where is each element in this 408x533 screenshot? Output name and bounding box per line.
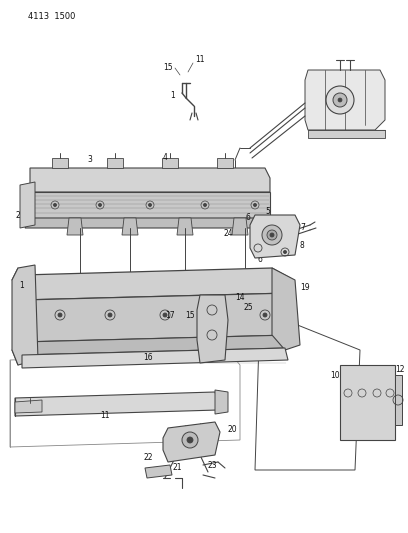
Polygon shape	[22, 293, 290, 342]
Circle shape	[53, 204, 56, 206]
Polygon shape	[22, 268, 290, 300]
Polygon shape	[107, 158, 123, 168]
Polygon shape	[67, 218, 83, 235]
Circle shape	[182, 432, 198, 448]
Polygon shape	[30, 192, 270, 218]
Circle shape	[262, 225, 282, 245]
Text: 14: 14	[235, 293, 245, 302]
Text: 3: 3	[88, 156, 93, 165]
Polygon shape	[25, 218, 270, 228]
Polygon shape	[177, 218, 193, 235]
Text: 1: 1	[171, 91, 175, 100]
Circle shape	[263, 313, 267, 317]
Text: 20: 20	[227, 425, 237, 434]
Polygon shape	[250, 215, 300, 258]
Circle shape	[187, 437, 193, 443]
Circle shape	[333, 93, 347, 107]
Text: 10: 10	[330, 370, 340, 379]
Circle shape	[204, 204, 206, 206]
Text: 18: 18	[213, 309, 223, 318]
Text: 15: 15	[185, 311, 195, 319]
Text: 22: 22	[143, 454, 153, 463]
Text: 4: 4	[162, 152, 167, 161]
Circle shape	[326, 86, 354, 114]
Circle shape	[267, 230, 277, 240]
Polygon shape	[20, 182, 35, 228]
Polygon shape	[52, 158, 68, 168]
Polygon shape	[395, 375, 402, 425]
Circle shape	[270, 233, 274, 237]
Text: 1: 1	[20, 280, 24, 289]
Polygon shape	[197, 295, 228, 363]
Polygon shape	[30, 168, 270, 192]
Polygon shape	[305, 70, 385, 130]
Text: 6: 6	[246, 214, 251, 222]
Polygon shape	[340, 365, 395, 440]
Circle shape	[58, 313, 62, 317]
Text: 21: 21	[172, 464, 182, 472]
Text: 16: 16	[143, 353, 153, 362]
Text: 24: 24	[223, 229, 233, 238]
Text: 8: 8	[299, 240, 304, 249]
Polygon shape	[272, 268, 300, 350]
Circle shape	[253, 204, 257, 206]
Polygon shape	[15, 392, 218, 416]
Text: 5: 5	[266, 207, 271, 216]
Text: 7: 7	[301, 223, 306, 232]
Text: 11: 11	[195, 55, 205, 64]
Text: 25: 25	[243, 303, 253, 311]
Text: 6: 6	[257, 255, 262, 264]
Polygon shape	[162, 158, 178, 168]
Polygon shape	[12, 265, 38, 365]
Circle shape	[284, 251, 286, 254]
Circle shape	[218, 313, 222, 317]
Polygon shape	[15, 400, 42, 413]
Text: 17: 17	[165, 311, 175, 319]
Text: 9: 9	[257, 221, 262, 230]
Circle shape	[108, 313, 112, 317]
Polygon shape	[232, 218, 248, 235]
Text: 15: 15	[163, 63, 173, 72]
Circle shape	[338, 98, 342, 102]
Text: 4113  1500: 4113 1500	[28, 12, 75, 21]
Circle shape	[163, 313, 167, 317]
Polygon shape	[22, 348, 288, 368]
Polygon shape	[215, 390, 228, 414]
Polygon shape	[217, 158, 233, 168]
Polygon shape	[308, 130, 385, 138]
Text: 2: 2	[16, 211, 20, 220]
Text: 23: 23	[207, 461, 217, 470]
Text: 13: 13	[208, 341, 218, 350]
Circle shape	[149, 204, 151, 206]
Polygon shape	[145, 465, 172, 478]
Polygon shape	[122, 218, 138, 235]
Text: 11: 11	[100, 410, 110, 419]
Text: 12: 12	[395, 366, 405, 375]
Polygon shape	[163, 422, 220, 462]
Polygon shape	[18, 335, 290, 355]
Circle shape	[98, 204, 102, 206]
Text: 19: 19	[300, 282, 310, 292]
